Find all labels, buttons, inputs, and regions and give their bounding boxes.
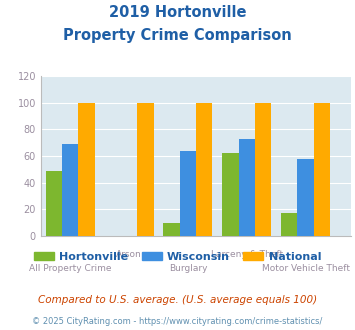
Text: Property Crime Comparison: Property Crime Comparison bbox=[63, 28, 292, 43]
Text: Burglary: Burglary bbox=[169, 264, 207, 273]
Text: 2019 Hortonville: 2019 Hortonville bbox=[109, 5, 246, 20]
Text: Motor Vehicle Theft: Motor Vehicle Theft bbox=[262, 264, 350, 273]
Text: Larceny & Theft: Larceny & Theft bbox=[211, 250, 283, 259]
Bar bbox=[163, 223, 180, 236]
Bar bbox=[196, 103, 213, 236]
Bar bbox=[255, 103, 271, 236]
Bar bbox=[62, 144, 78, 236]
Text: All Property Crime: All Property Crime bbox=[29, 264, 111, 273]
Legend: Hortonville, Wisconsin, National: Hortonville, Wisconsin, National bbox=[29, 248, 326, 267]
Bar bbox=[314, 103, 330, 236]
Bar bbox=[297, 159, 314, 236]
Bar bbox=[137, 103, 154, 236]
Bar bbox=[78, 103, 95, 236]
Text: Arson: Arson bbox=[116, 250, 142, 259]
Text: Compared to U.S. average. (U.S. average equals 100): Compared to U.S. average. (U.S. average … bbox=[38, 295, 317, 305]
Bar bbox=[180, 150, 196, 236]
Bar bbox=[239, 139, 255, 236]
Text: © 2025 CityRating.com - https://www.cityrating.com/crime-statistics/: © 2025 CityRating.com - https://www.city… bbox=[32, 317, 323, 326]
Bar bbox=[46, 171, 62, 236]
Bar bbox=[222, 153, 239, 236]
Bar bbox=[281, 213, 297, 236]
